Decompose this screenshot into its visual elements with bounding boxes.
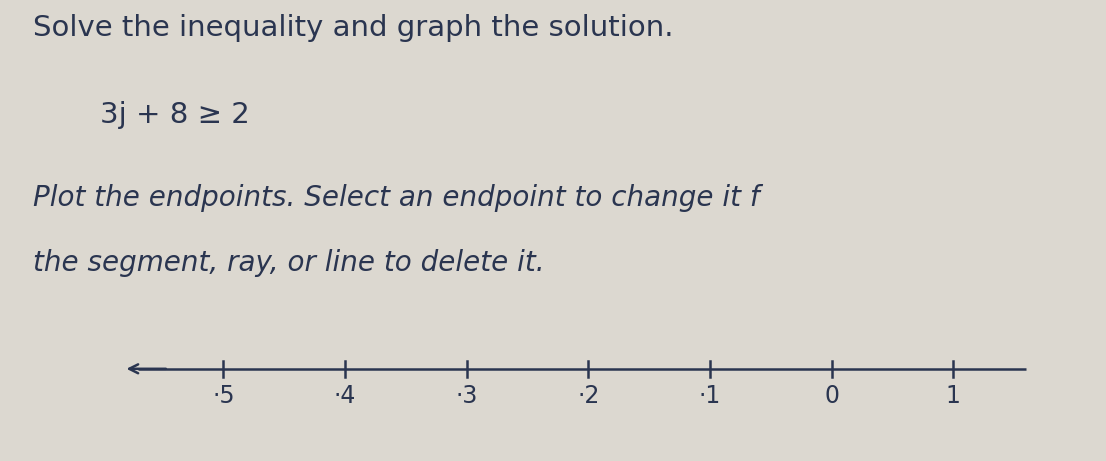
Text: ·5: ·5 <box>212 384 234 408</box>
Text: ·3: ·3 <box>456 384 478 408</box>
Text: ·4: ·4 <box>334 384 356 408</box>
Text: 0: 0 <box>824 384 839 408</box>
Text: ·2: ·2 <box>577 384 599 408</box>
Text: ·1: ·1 <box>699 384 721 408</box>
Text: Solve the inequality and graph the solution.: Solve the inequality and graph the solut… <box>33 14 674 42</box>
Text: 3j + 8 ≥ 2: 3j + 8 ≥ 2 <box>100 101 249 130</box>
Text: the segment, ray, or line to delete it.: the segment, ray, or line to delete it. <box>33 249 545 277</box>
Text: Plot the endpoints. Select an endpoint to change it f: Plot the endpoints. Select an endpoint t… <box>33 184 760 213</box>
Text: 1: 1 <box>946 384 961 408</box>
